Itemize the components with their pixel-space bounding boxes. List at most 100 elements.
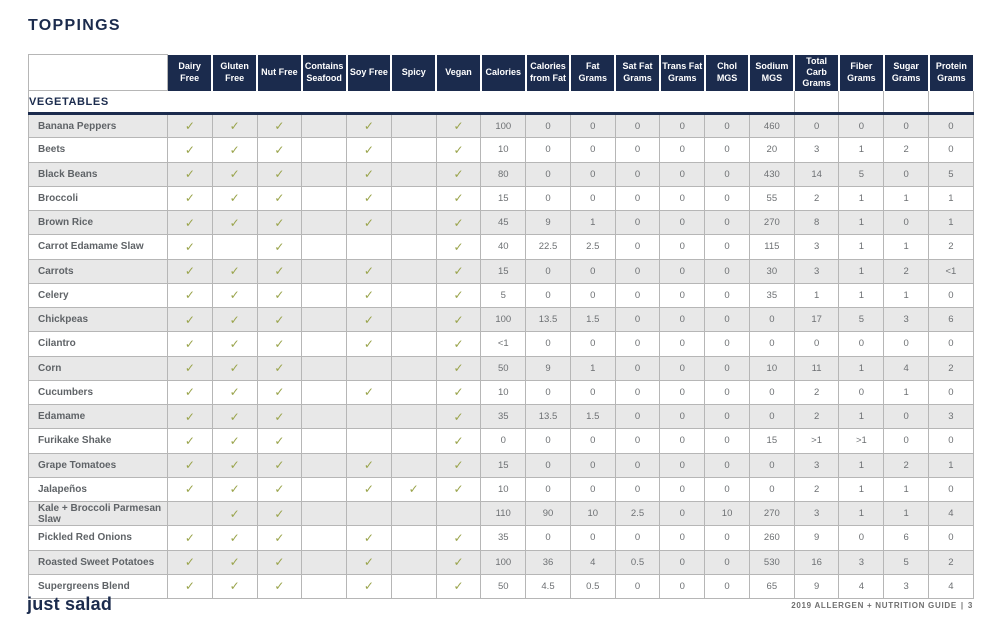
check-cell-nut-free: ✓ bbox=[256, 355, 303, 381]
value-cell-chol-mgs: 0 bbox=[704, 428, 750, 454]
table-row: Cilantro ✓ ✓ ✓ ✓ ✓ <1 0 0 0 0 0 0 0 0 0 0 bbox=[28, 331, 974, 357]
table-row: Beets ✓ ✓ ✓ ✓ ✓ 10 0 0 0 0 0 20 3 1 2 0 bbox=[28, 137, 974, 163]
empty-cell bbox=[346, 355, 392, 381]
corner-cell bbox=[28, 54, 168, 91]
check-cell-soy-free: ✓ bbox=[346, 185, 392, 212]
check-cell-gluten-free: ✓ bbox=[211, 452, 258, 478]
check-cell-dairy-free: ✓ bbox=[167, 258, 213, 284]
value-cell-fiber-grams: 1 bbox=[838, 476, 885, 503]
col-header-calories: Calories bbox=[479, 54, 526, 91]
value-cell-total-carb-grams: 9 bbox=[793, 525, 840, 551]
check-cell-dairy-free: ✓ bbox=[167, 209, 213, 236]
col-header-contains-seafood: Contains Seafood bbox=[300, 54, 347, 91]
empty-cell bbox=[301, 573, 348, 600]
value-cell-total-carb-grams: 3 bbox=[793, 234, 840, 260]
value-cell-protein-grams: 5 bbox=[928, 161, 974, 187]
value-cell-fat-grams: 10 bbox=[569, 500, 616, 527]
header-row: Dairy Free Gluten Free Nut Free Contains Se… bbox=[28, 54, 974, 91]
item-name-cell: Broccoli bbox=[28, 185, 168, 212]
value-cell-fiber-grams: 1 bbox=[838, 258, 885, 284]
empty-cell bbox=[390, 258, 437, 284]
value-cell-calories: 50 bbox=[480, 355, 527, 381]
value-cell-sodium-mgs: 270 bbox=[748, 209, 795, 236]
empty-cell bbox=[301, 112, 348, 139]
value-cell-trans-fat-grams: 0 bbox=[659, 525, 706, 551]
value-cell-chol-mgs: 0 bbox=[704, 452, 750, 478]
item-name-cell: Cucumbers bbox=[28, 379, 168, 406]
check-cell-soy-free: ✓ bbox=[346, 209, 392, 236]
empty-cell bbox=[390, 549, 437, 575]
value-cell-calories: 100 bbox=[480, 306, 527, 333]
value-cell-fat-grams: 0.5 bbox=[569, 573, 616, 600]
col-header-trans-fat-grams: Trans Fat Grams bbox=[658, 54, 705, 91]
empty-cell bbox=[390, 379, 437, 406]
footer-note: 2019 ALLERGEN + NUTRITION GUIDE | 3 bbox=[791, 601, 973, 610]
table-row: Chickpeas ✓ ✓ ✓ ✓ ✓ 100 13.5 1.5 0 0 0 0 17 5 3 6 bbox=[28, 306, 974, 333]
empty-cell bbox=[390, 185, 437, 212]
table-row: Grape Tomatoes ✓ ✓ ✓ ✓ ✓ 15 0 0 0 0 0 0 3 1 2 1 bbox=[28, 452, 974, 478]
check-cell-vegan: ✓ bbox=[435, 234, 482, 260]
value-cell-calories-from-fat: 13.5 bbox=[525, 306, 571, 333]
value-cell-protein-grams: <1 bbox=[928, 258, 974, 284]
item-name-cell: Jalapeños bbox=[28, 476, 168, 503]
empty-cell bbox=[301, 234, 348, 260]
value-cell-fiber-grams: 5 bbox=[838, 306, 885, 333]
section-empty-cell bbox=[883, 90, 929, 115]
check-cell-soy-free: ✓ bbox=[346, 282, 392, 309]
empty-cell bbox=[301, 500, 348, 527]
value-cell-trans-fat-grams: 0 bbox=[659, 452, 706, 478]
item-name-cell: Carrot Edamame Slaw bbox=[28, 234, 168, 260]
value-cell-calories: 10 bbox=[480, 476, 527, 503]
value-cell-sugar-grams: 1 bbox=[883, 282, 930, 309]
item-name-cell: Supergreens Blend bbox=[28, 573, 168, 600]
check-cell-nut-free: ✓ bbox=[256, 209, 303, 236]
table-row: Jalapeños ✓ ✓ ✓ ✓ ✓ ✓ 10 0 0 0 0 0 0 2 1 1 0 bbox=[28, 476, 974, 503]
value-cell-sat-fat-grams: 0 bbox=[614, 282, 661, 309]
value-cell-total-carb-grams: 17 bbox=[793, 306, 840, 333]
value-cell-sat-fat-grams: 0 bbox=[614, 306, 661, 333]
value-cell-sodium-mgs: 55 bbox=[748, 185, 795, 212]
empty-cell bbox=[301, 403, 348, 430]
check-cell-nut-free: ✓ bbox=[256, 452, 303, 478]
empty-cell bbox=[301, 282, 348, 309]
check-cell-dairy-free: ✓ bbox=[167, 525, 213, 551]
value-cell-sat-fat-grams: 0 bbox=[614, 258, 661, 284]
col-header-total-carb-grams: Total Carb Grams bbox=[793, 54, 839, 91]
col-header-sugar-grams: Sugar Grams bbox=[882, 54, 929, 91]
check-cell-dairy-free: ✓ bbox=[167, 112, 213, 139]
check-cell-soy-free: ✓ bbox=[346, 549, 392, 575]
check-cell-soy-free: ✓ bbox=[346, 379, 392, 406]
check-cell-vegan: ✓ bbox=[435, 403, 482, 430]
table-row: Corn ✓ ✓ ✓ ✓ 50 9 1 0 0 0 10 11 1 4 2 bbox=[28, 355, 974, 381]
value-cell-calories-from-fat: 36 bbox=[525, 549, 571, 575]
check-cell-gluten-free: ✓ bbox=[211, 525, 258, 551]
value-cell-calories: 15 bbox=[480, 258, 527, 284]
value-cell-calories-from-fat: 0 bbox=[525, 379, 571, 406]
section-empty-cell bbox=[928, 90, 974, 115]
empty-cell bbox=[390, 355, 437, 381]
check-cell-vegan: ✓ bbox=[435, 209, 482, 236]
value-cell-trans-fat-grams: 0 bbox=[659, 331, 706, 357]
check-cell-soy-free: ✓ bbox=[346, 573, 392, 600]
check-cell-vegan: ✓ bbox=[435, 258, 482, 284]
check-cell-vegan: ✓ bbox=[435, 331, 482, 357]
page-number: 3 bbox=[967, 601, 973, 610]
value-cell-calories: 35 bbox=[480, 525, 527, 551]
value-cell-total-carb-grams: 16 bbox=[793, 549, 840, 575]
value-cell-fat-grams: 0 bbox=[569, 428, 616, 454]
footer-separator: | bbox=[960, 601, 964, 610]
value-cell-trans-fat-grams: 0 bbox=[659, 258, 706, 284]
guide-label: 2019 ALLERGEN + NUTRITION GUIDE bbox=[791, 601, 957, 610]
check-cell-gluten-free: ✓ bbox=[211, 137, 258, 163]
empty-cell bbox=[390, 331, 437, 357]
value-cell-chol-mgs: 0 bbox=[704, 282, 750, 309]
value-cell-sodium-mgs: 35 bbox=[748, 282, 795, 309]
check-cell-nut-free: ✓ bbox=[256, 161, 303, 187]
item-name-cell: Roasted Sweet Potatoes bbox=[28, 549, 168, 575]
value-cell-fat-grams: 4 bbox=[569, 549, 616, 575]
check-cell-vegan: ✓ bbox=[435, 137, 482, 163]
value-cell-protein-grams: 0 bbox=[928, 112, 974, 139]
value-cell-sugar-grams: 0 bbox=[883, 403, 930, 430]
value-cell-calories: 15 bbox=[480, 185, 527, 212]
check-cell-soy-free: ✓ bbox=[346, 306, 392, 333]
